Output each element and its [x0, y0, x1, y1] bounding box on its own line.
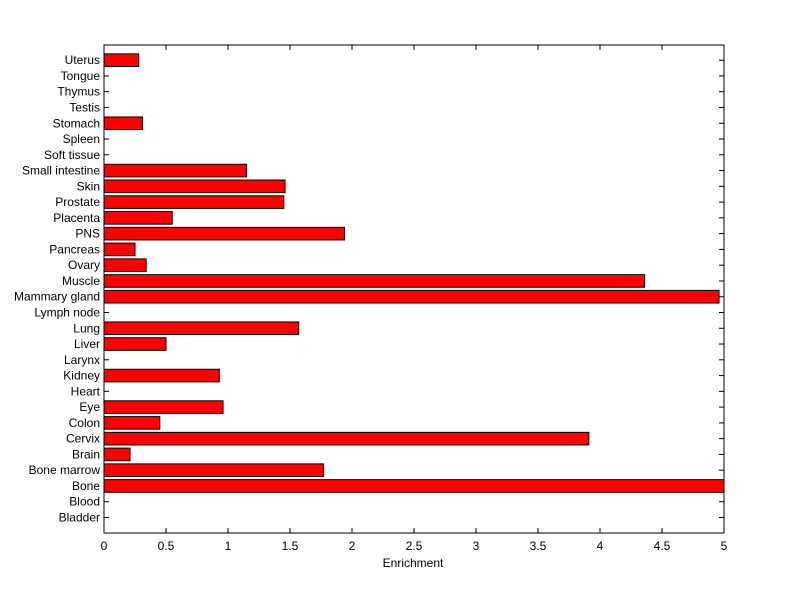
y-tick-label: Bone marrow: [29, 463, 101, 477]
x-tick-label: 3.5: [530, 539, 547, 553]
y-tick-label: Brain: [72, 447, 100, 461]
y-tick-label: Pancreas: [49, 242, 100, 256]
bar: [103, 400, 224, 414]
y-tick-label: Cervix: [66, 432, 100, 446]
y-tick-label: Small intestine: [22, 164, 100, 178]
bar: [103, 431, 590, 446]
y-tick-label: PNS: [75, 227, 100, 241]
bar: [103, 163, 248, 178]
bars: [103, 53, 725, 493]
y-tick-label: Heart: [71, 384, 101, 398]
y-tick-label: Colon: [69, 416, 100, 430]
bar: [103, 289, 720, 304]
y-tick-label: Larynx: [64, 353, 100, 367]
bar: [103, 479, 725, 493]
y-tick-label: Testis: [69, 100, 100, 114]
x-tick-label: 4.5: [654, 539, 671, 553]
x-tick-label: 0: [101, 539, 108, 553]
x-tick-label: 5: [721, 539, 728, 553]
y-tick-label: Spleen: [63, 132, 100, 146]
y-tick-label: Muscle: [62, 274, 100, 288]
bar: [103, 416, 161, 430]
bar: [103, 116, 143, 131]
bar: [103, 337, 167, 351]
bar: [103, 321, 300, 336]
y-tick-label: Prostate: [55, 195, 100, 209]
y-tick-label: Bladder: [59, 511, 100, 525]
x-axis-label: Enrichment: [383, 556, 444, 570]
y-tick-label: Liver: [74, 337, 100, 351]
bar: [103, 226, 346, 241]
plot-area: [103, 44, 725, 534]
bar: [103, 447, 131, 462]
y-tick-label: Bone: [72, 479, 100, 493]
bar: [103, 53, 140, 67]
x-tick-label: 1: [225, 539, 232, 553]
x-tick-label: 4: [597, 539, 604, 553]
x-tick-label: 0.5: [158, 539, 175, 553]
y-tick-label: Blood: [69, 495, 100, 509]
x-tick-label: 3: [473, 539, 480, 553]
bar: [103, 242, 136, 257]
bar: [103, 463, 324, 477]
x-tick-label: 2.5: [406, 539, 423, 553]
bar: [103, 274, 646, 288]
y-tick-label: Lymph node: [34, 305, 100, 319]
y-tick-label: Soft tissue: [44, 148, 100, 162]
y-tick-label: Stomach: [53, 116, 100, 130]
bar: [103, 258, 147, 272]
x-tick-label: 2: [349, 539, 356, 553]
x-tick-label: 1.5: [282, 539, 299, 553]
y-tick-label: Thymus: [57, 85, 100, 99]
bar: [103, 368, 220, 383]
bar: [103, 211, 173, 225]
x-tick-labels: 0 0.5 1 1.5 2 2.5 3 3.5 4 4.5 5: [101, 539, 728, 553]
y-tick-label: Ovary: [68, 258, 100, 272]
y-tick-label: Placenta: [53, 211, 100, 225]
y-tick-label: Kidney: [63, 369, 100, 383]
y-tick-label: Tongue: [61, 69, 101, 83]
y-tick-label: Eye: [79, 400, 100, 414]
bar: [103, 179, 286, 194]
y-tick-label: Uterus: [65, 53, 100, 67]
y-tick-label: Skin: [77, 179, 100, 193]
y-tick-label: Mammary gland: [14, 290, 100, 304]
y-tick-label: Lung: [73, 321, 100, 335]
bar: [103, 195, 285, 209]
